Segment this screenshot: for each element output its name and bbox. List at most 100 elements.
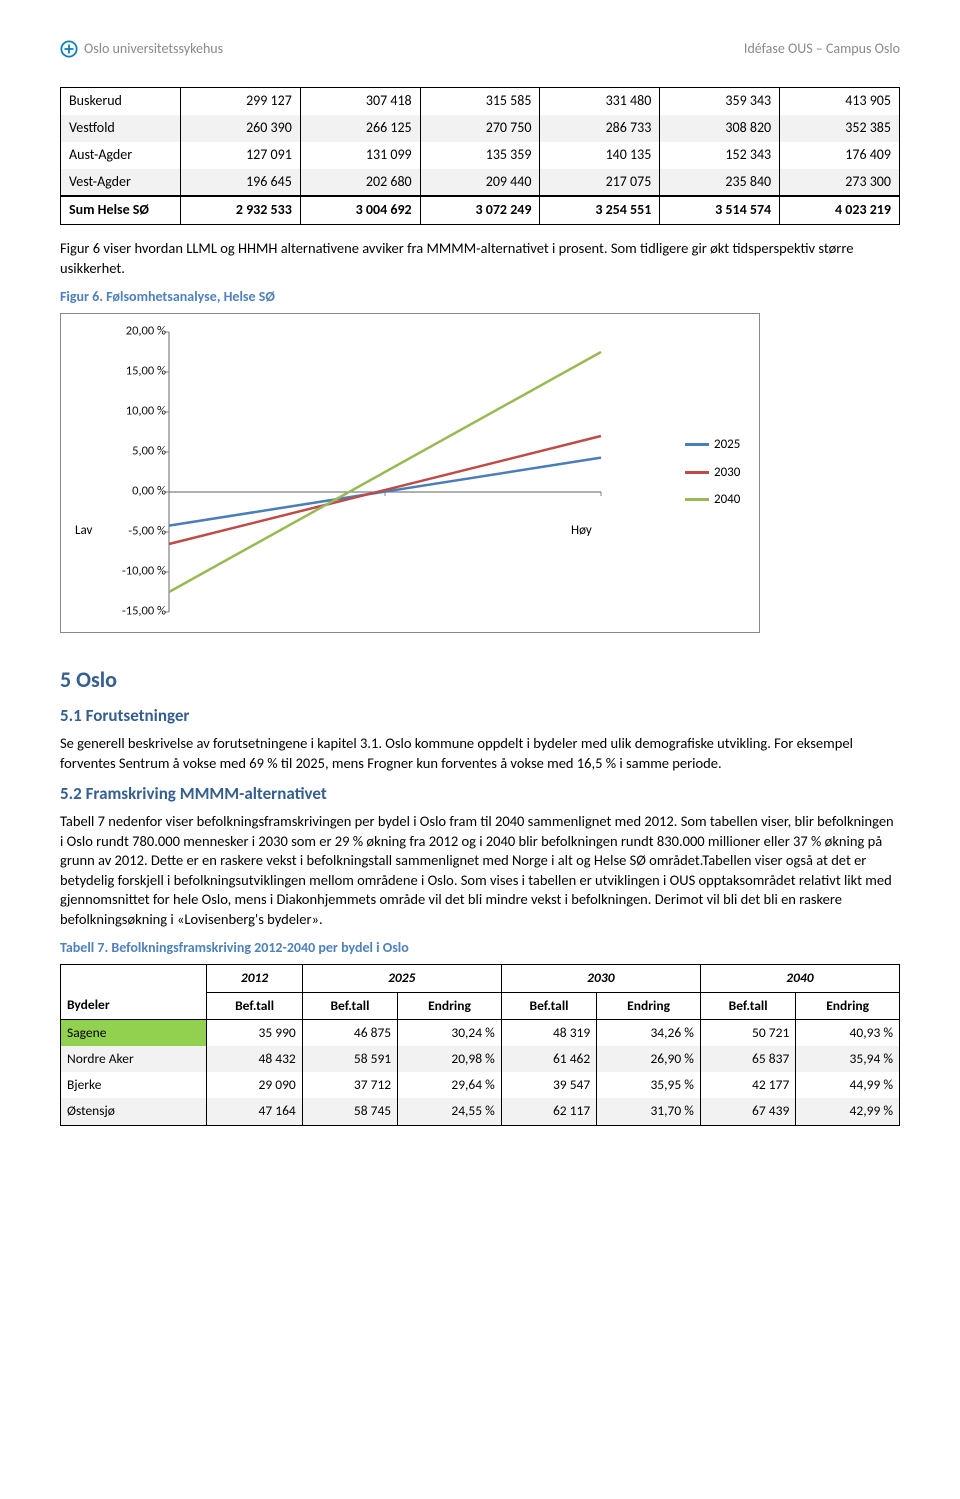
cell: 35,95 %	[597, 1072, 701, 1098]
heading-section-5: 5 Oslo	[60, 665, 900, 695]
table-row: Østensjø47 16458 74524,55 %62 11731,70 %…	[61, 1098, 900, 1125]
row-name: Sagene	[61, 1019, 207, 1046]
paragraph-fig6: Figur 6 viser hvordan LLML og HHMH alter…	[60, 239, 900, 278]
table-row: Bjerke29 09037 71229,64 %39 54735,95 %42…	[61, 1072, 900, 1098]
cell: 315 585	[420, 87, 540, 114]
y-tick-label: 0,00 %	[132, 484, 166, 501]
cell: 24,55 %	[398, 1098, 502, 1125]
row-name: Vest-Agder	[61, 169, 181, 197]
row-name: Nordre Aker	[61, 1046, 207, 1072]
cell: 299 127	[181, 87, 301, 114]
org-name: Oslo universitetssykehus	[84, 40, 223, 59]
header-blank	[61, 965, 207, 992]
table-row-sum: Sum Helse SØ2 932 5333 004 6923 072 2493…	[61, 196, 900, 224]
cell: 58 745	[302, 1098, 397, 1125]
cell: 308 820	[660, 115, 780, 142]
table-helse-so: Buskerud299 127307 418315 585331 480359 …	[60, 87, 900, 225]
cell: 3 254 551	[540, 196, 660, 224]
cell: 58 591	[302, 1046, 397, 1072]
cell: 131 099	[300, 142, 420, 169]
cell: 217 075	[540, 169, 660, 197]
cell: 135 359	[420, 142, 540, 169]
chart-series-line	[169, 436, 601, 544]
x-label-left: Lav	[75, 522, 92, 540]
cell: 331 480	[540, 87, 660, 114]
cell: 67 439	[700, 1098, 795, 1125]
paragraph-5-1: Se generell beskrivelse av forutsetninge…	[60, 734, 900, 773]
cell: 127 091	[181, 142, 301, 169]
cell: 266 125	[300, 115, 420, 142]
cell: 196 645	[181, 169, 301, 197]
row-name: Vestfold	[61, 115, 181, 142]
legend-swatch	[685, 471, 709, 474]
row-name: Buskerud	[61, 87, 181, 114]
col-head: Bef.tall	[302, 992, 397, 1019]
legend-item: 2040	[685, 491, 747, 509]
row-name: Østensjø	[61, 1098, 207, 1125]
cell: 3 514 574	[660, 196, 780, 224]
legend-swatch	[685, 498, 709, 501]
heading-section-5-2: 5.2 Framskriving MMMM-alternativet	[60, 783, 900, 806]
legend-label: 2025	[714, 436, 740, 454]
cell: 34,26 %	[597, 1019, 701, 1046]
cell: 260 390	[181, 115, 301, 142]
cell: 270 750	[420, 115, 540, 142]
col-head: Bydeler	[61, 992, 207, 1019]
legend-item: 2025	[685, 436, 747, 454]
cell: 61 462	[501, 1046, 596, 1072]
cell: 42 177	[700, 1072, 795, 1098]
col-head: Bef.tall	[700, 992, 795, 1019]
y-tick-label: 20,00 %	[126, 324, 166, 341]
cell: 3 072 249	[420, 196, 540, 224]
cell: 30,24 %	[398, 1019, 502, 1046]
cell: 31,70 %	[597, 1098, 701, 1125]
table7-caption: Tabell 7. Befolkningsframskriving 2012-2…	[60, 939, 900, 958]
cell: 40,93 %	[796, 1019, 900, 1046]
y-tick-label: -10,00 %	[122, 564, 166, 581]
cell: 413 905	[780, 87, 900, 114]
cell: 35,94 %	[796, 1046, 900, 1072]
col-head: Bef.tall	[501, 992, 596, 1019]
year-head: 2030	[501, 965, 700, 992]
cell: 35 990	[207, 1019, 302, 1046]
figure6-title: Figur 6. Følsomhetsanalyse, Helse SØ	[60, 288, 900, 307]
cell: 352 385	[780, 115, 900, 142]
cell: 48 319	[501, 1019, 596, 1046]
table-row: Sagene35 99046 87530,24 %48 31934,26 %50…	[61, 1019, 900, 1046]
cell: 29,64 %	[398, 1072, 502, 1098]
cell: 20,98 %	[398, 1046, 502, 1072]
cell: 29 090	[207, 1072, 302, 1098]
cell: 140 135	[540, 142, 660, 169]
cell: 50 721	[700, 1019, 795, 1046]
cell: 47 164	[207, 1098, 302, 1125]
legend-swatch	[685, 443, 709, 446]
cell: 202 680	[300, 169, 420, 197]
y-tick-label: 10,00 %	[126, 404, 166, 421]
cell: 3 004 692	[300, 196, 420, 224]
cell: 209 440	[420, 169, 540, 197]
cell: 26,90 %	[597, 1046, 701, 1072]
cell: 273 300	[780, 169, 900, 197]
paragraph-5-2: Tabell 7 nedenfor viser befolkningsframs…	[60, 812, 900, 929]
heading-section-5-1: 5.1 Forutsetninger	[60, 705, 900, 728]
legend-label: 2030	[714, 464, 740, 482]
table-row: Nordre Aker48 43258 59120,98 %61 46226,9…	[61, 1046, 900, 1072]
y-tick-label: 15,00 %	[126, 364, 166, 381]
year-head: 2012	[207, 965, 302, 992]
chart-sensitivity: 20,00 % 15,00 % 10,00 % 5,00 % 0,00 % -5,00 %…	[60, 313, 760, 633]
col-head: Bef.tall	[207, 992, 302, 1019]
cell: 62 117	[501, 1098, 596, 1125]
row-name: Aust-Agder	[61, 142, 181, 169]
y-tick-label: -5,00 %	[128, 524, 166, 541]
row-name: Sum Helse SØ	[61, 196, 181, 224]
cell: 176 409	[780, 142, 900, 169]
table7-bydeler: 2012202520302040 BydelerBef.tallBef.tall…	[60, 964, 900, 1125]
logo-block: Oslo universitetssykehus	[60, 40, 223, 59]
table-row: Buskerud299 127307 418315 585331 480359 …	[61, 87, 900, 114]
hospital-logo-icon	[60, 40, 78, 58]
table-row: Vest-Agder196 645202 680209 440217 07523…	[61, 169, 900, 197]
page-header: Oslo universitetssykehus Idéfase OUS – C…	[60, 40, 900, 59]
year-head: 2040	[700, 965, 899, 992]
y-tick-label: 5,00 %	[132, 444, 166, 461]
row-name: Bjerke	[61, 1072, 207, 1098]
